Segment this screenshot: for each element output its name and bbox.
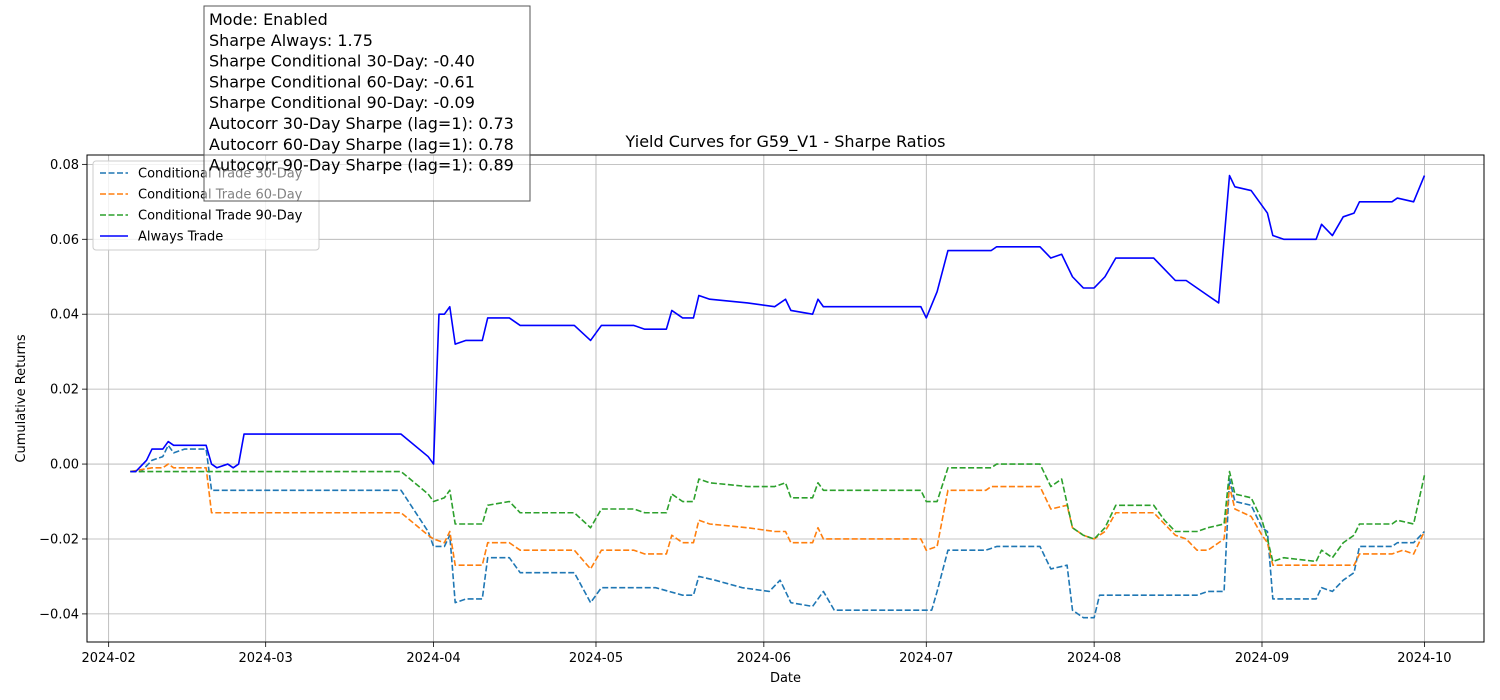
stats-line-7: Autocorr 60-Day Sharpe (lag=1): 0.78 — [209, 135, 514, 154]
y-tick-label: −0.02 — [39, 532, 79, 547]
y-tick-label: −0.04 — [39, 607, 79, 622]
x-tick-label: 2024-02 — [81, 651, 135, 666]
x-tick-label: 2024-07 — [899, 651, 953, 666]
y-tick-label: 0.06 — [50, 233, 79, 248]
x-tick-label: 2024-09 — [1235, 651, 1289, 666]
y-axis-title: Cumulative Returns — [14, 334, 29, 462]
plot-frame — [86, 154, 1485, 643]
stats-line-8: Autocorr 90-Day Sharpe (lag=1): 0.89 — [209, 156, 514, 175]
stats-line-5: Sharpe Conditional 90-Day: -0.09 — [209, 93, 475, 112]
y-axis: −0.04 −0.02 0.00 0.02 0.04 0.06 0.08 — [39, 158, 87, 622]
series-line-1 — [130, 444, 1426, 619]
stats-line-4: Sharpe Conditional 60-Day: -0.61 — [209, 72, 475, 91]
legend-label-3: Conditional Trade 90-Day — [138, 209, 303, 224]
x-tick-label: 2024-03 — [239, 651, 293, 666]
stats-box: Mode: Enabled Sharpe Always: 1.75 Sharpe C… — [203, 5, 531, 202]
stats-box-frame — [203, 5, 531, 202]
stats-line-3: Sharpe Conditional 30-Day: -0.40 — [209, 52, 475, 71]
stats-line-2: Sharpe Always: 1.75 — [209, 31, 373, 50]
series-layer — [130, 174, 1426, 619]
x-tick-label: 2024-10 — [1397, 651, 1451, 666]
y-tick-label: 0.02 — [50, 383, 79, 398]
x-tick-label: 2024-08 — [1067, 651, 1121, 666]
x-tick-label: 2024-05 — [569, 651, 623, 666]
stats-line-6: Autocorr 30-Day Sharpe (lag=1): 0.73 — [209, 114, 514, 133]
y-tick-label: 0.04 — [50, 308, 79, 323]
x-axis: 2024-02 2024-03 2024-04 2024-05 2024-06 2024-… — [81, 642, 1452, 666]
series-line-3 — [130, 463, 1426, 563]
x-axis-title: Date — [770, 671, 801, 686]
series-line-2 — [130, 463, 1426, 570]
y-tick-label: 0.08 — [50, 158, 79, 173]
chart-title: Yield Curves for G59_V1 - Sharpe Ratios — [625, 132, 946, 152]
y-tick-label: 0.00 — [50, 458, 79, 473]
series-line-4 — [130, 174, 1426, 473]
x-tick-label: 2024-04 — [406, 651, 460, 666]
stats-line-1: Mode: Enabled — [209, 10, 328, 29]
legend-label-4: Always Trade — [138, 230, 223, 245]
x-tick-label: 2024-06 — [737, 651, 791, 666]
